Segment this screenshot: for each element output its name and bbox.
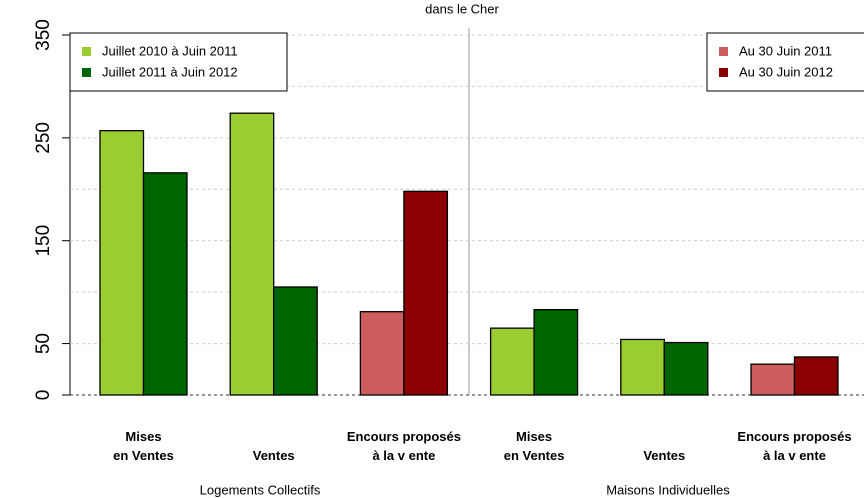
x-tick-line: en Ventes bbox=[504, 448, 565, 463]
x-tick-line: Mises bbox=[125, 429, 161, 444]
y-tick-label: 150 bbox=[33, 225, 54, 257]
x-tick-line: en Ventes bbox=[113, 448, 174, 463]
bar bbox=[750, 363, 796, 396]
bar bbox=[533, 308, 579, 396]
x-tick-label: Mises en Ventes bbox=[504, 429, 565, 463]
x-tick-label: Encours proposés à la v ente bbox=[347, 429, 461, 463]
legend-box bbox=[706, 32, 864, 92]
bar bbox=[99, 130, 145, 396]
y-tick-label: 250 bbox=[33, 122, 54, 154]
legend-box bbox=[69, 32, 288, 92]
x-tick-line: Mises bbox=[516, 429, 552, 444]
legend-label: Juillet 2011 à Juin 2012 bbox=[102, 64, 238, 79]
bar bbox=[793, 356, 839, 396]
x-tick-line: à la v ente bbox=[763, 448, 826, 463]
legend-swatch bbox=[719, 68, 728, 77]
y-tick-label: 50 bbox=[33, 333, 54, 354]
bar bbox=[489, 327, 535, 396]
bar bbox=[663, 341, 709, 396]
chart-title: dans le Cher bbox=[425, 1, 499, 16]
bar bbox=[403, 190, 449, 396]
x-tick-line: Ventes bbox=[643, 448, 685, 463]
x-tick-line: Ventes bbox=[253, 448, 295, 463]
x-tick-line: Encours proposés bbox=[737, 429, 851, 444]
x-tick-label: Ventes bbox=[643, 448, 685, 463]
x-tick-line: à la v ente bbox=[372, 448, 435, 463]
legend-label: Juillet 2010 à Juin 2011 bbox=[102, 43, 238, 58]
x-tick-line: Encours proposés bbox=[347, 429, 461, 444]
legend-label: Au 30 Juin 2012 bbox=[739, 64, 833, 79]
bar bbox=[359, 311, 405, 396]
legend-swatch bbox=[82, 68, 91, 77]
group-label: Maisons Individuelles bbox=[606, 482, 730, 497]
bar bbox=[229, 112, 275, 396]
x-tick-label: Encours proposés à la v ente bbox=[737, 429, 851, 463]
bar bbox=[620, 338, 665, 396]
x-tick-label: Ventes bbox=[253, 448, 295, 463]
legend-label: Au 30 Juin 2011 bbox=[739, 43, 832, 58]
bar bbox=[273, 286, 318, 396]
y-tick-label: 0 bbox=[33, 390, 54, 401]
y-tick-label: 350 bbox=[33, 19, 54, 51]
group-label: Logements Collectifs bbox=[200, 482, 321, 497]
legend-swatch bbox=[719, 47, 728, 56]
legend-swatch bbox=[82, 47, 91, 56]
bar bbox=[142, 172, 188, 396]
x-tick-label: Mises en Ventes bbox=[113, 429, 174, 463]
